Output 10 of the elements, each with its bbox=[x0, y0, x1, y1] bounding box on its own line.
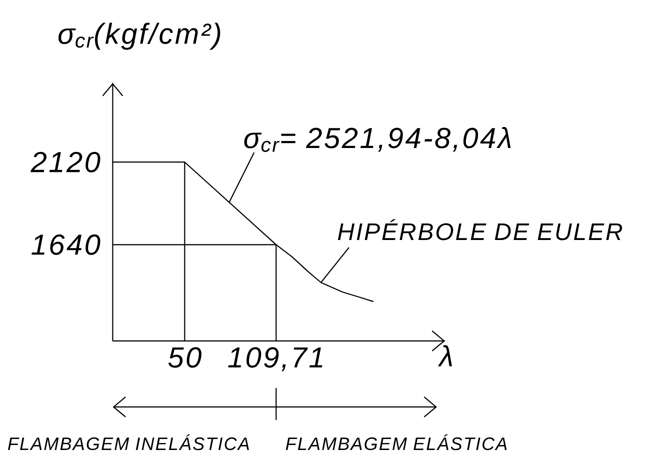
x-tick-label: 50 bbox=[168, 347, 202, 368]
y-axis-title: σ$_{cr}$(kgf/cm²) bbox=[58, 22, 220, 50]
y-tick-label: 2120 bbox=[30, 152, 100, 172]
x-axis-title: λ bbox=[438, 345, 452, 366]
y-tick-label: 1640 bbox=[32, 234, 100, 255]
text: FLAMBAGEM INELÁSTICA bbox=[8, 434, 249, 450]
text: FLAMBAGEM ELÁSTICA bbox=[286, 434, 507, 450]
annotation: HIPÉRBOLE DE EULER bbox=[338, 219, 622, 240]
x-tick-label: 109,71 bbox=[228, 347, 322, 372]
annotation: σ$_{cr}$= 2521,94-8,04λ bbox=[244, 127, 511, 152]
